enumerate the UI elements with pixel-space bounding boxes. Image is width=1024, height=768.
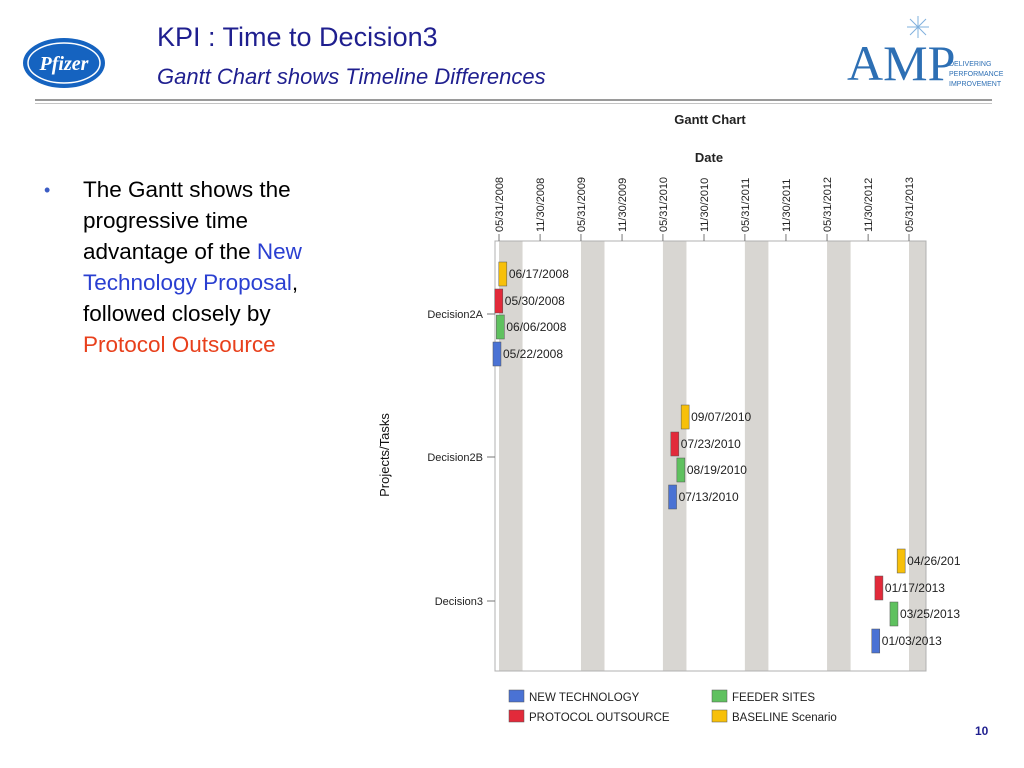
gantt-bar: [494, 288, 504, 314]
legend-label: BASELINE Scenario: [732, 712, 837, 724]
legend-swatch: [711, 709, 728, 723]
amp-logo-mark: AMP: [847, 35, 955, 91]
page-title: KPI : Time to Decision3: [157, 22, 438, 52]
x-tick-label: 05/31/2013: [904, 177, 916, 232]
x-tick-label: 05/31/2008: [494, 177, 506, 232]
header-divider: [35, 99, 992, 101]
pfizer-logo: Pfizer: [23, 38, 105, 88]
bullet-highlight-protocol-outsource: Protocol Outsource: [83, 332, 276, 357]
gantt-bar: [668, 484, 677, 510]
bar-label: 04/26/201: [907, 554, 961, 568]
x-axis-label: Date: [695, 150, 723, 165]
gantt-bar: [871, 628, 881, 654]
legend-label: PROTOCOL OUTSOURCE: [529, 712, 670, 724]
y-axis-label: Projects/Tasks: [377, 413, 392, 497]
y-category-label: Decision3: [435, 596, 483, 608]
grid-band: [580, 241, 605, 671]
x-tick-label: 11/30/2010: [699, 178, 711, 232]
bar-label: 07/13/2010: [679, 490, 739, 504]
plot-border: [494, 240, 927, 672]
bullet-text: The Gantt shows the progressive time adv…: [83, 174, 303, 360]
grid-band: [744, 241, 769, 671]
grid-band: [827, 241, 851, 671]
bar-label: 07/23/2010: [681, 437, 741, 451]
amp-logo: AMP DELIVERING PERFORMANCE IMPROVEMENT: [847, 16, 1004, 91]
gantt-bar: [680, 404, 690, 430]
gantt-bar: [896, 548, 906, 574]
legend-swatch: [508, 689, 525, 703]
legend-label: NEW TECHNOLOGY: [529, 692, 640, 704]
gantt-bar: [498, 261, 508, 287]
legend-label: FEEDER SITES: [732, 692, 815, 704]
gantt-bar: [676, 457, 686, 483]
x-tick-label: 11/30/2008: [535, 178, 547, 232]
gantt-bar: [889, 601, 899, 627]
bar-label: 06/06/2008: [506, 320, 566, 334]
page-number: 10: [975, 724, 989, 738]
grid-band: [909, 241, 926, 671]
bar-label: 05/30/2008: [505, 294, 565, 308]
legend-swatch: [711, 689, 728, 703]
bullet-highlight-new-technology: New Technology Proposal: [83, 239, 302, 295]
page-subtitle: Gantt Chart shows Timeline Differences: [157, 64, 546, 89]
x-tick-label: 11/30/2009: [617, 178, 629, 232]
chart-title: Gantt Chart: [674, 112, 746, 127]
gantt-bar: [874, 575, 884, 601]
x-tick-label: 05/31/2012: [822, 177, 834, 232]
gantt-bar: [492, 341, 502, 367]
star-icon: [907, 16, 929, 38]
pfizer-logo-text: Pfizer: [39, 53, 89, 75]
x-tick-label: 11/30/2012: [863, 178, 875, 232]
bar-label: 08/19/2010: [687, 463, 747, 477]
amp-tagline-2: PERFORMANCE: [949, 71, 1004, 78]
bar-label: 09/07/2010: [691, 410, 751, 424]
x-tick-label: 05/31/2009: [576, 177, 588, 232]
header-divider-thin: [35, 103, 992, 104]
grid-band: [499, 241, 523, 671]
x-tick-label: 11/30/2011: [781, 179, 793, 232]
bullet-dot: •: [44, 180, 51, 200]
x-tick-label: 05/31/2011: [740, 178, 752, 232]
bar-label: 05/22/2008: [503, 347, 563, 361]
amp-tagline-3: IMPROVEMENT: [949, 81, 1002, 88]
bar-label: 06/17/2008: [509, 267, 569, 281]
gantt-bar: [670, 431, 680, 457]
y-category-label: Decision2A: [427, 309, 483, 321]
bar-label: 01/03/2013: [882, 634, 942, 648]
amp-tagline-1: DELIVERING: [949, 61, 991, 68]
bullet-text-part2: , followed closely by: [83, 270, 299, 326]
legend-swatch: [508, 709, 525, 723]
bar-label: 03/25/2013: [900, 607, 960, 621]
x-tick-label: 05/31/2010: [658, 177, 670, 232]
gantt-bar: [496, 314, 505, 340]
plot-area: [495, 241, 926, 671]
y-category-label: Decision2B: [427, 452, 483, 464]
bar-label: 01/17/2013: [885, 581, 945, 595]
bullet-text-part1: The Gantt shows the progressive time adv…: [83, 177, 291, 264]
